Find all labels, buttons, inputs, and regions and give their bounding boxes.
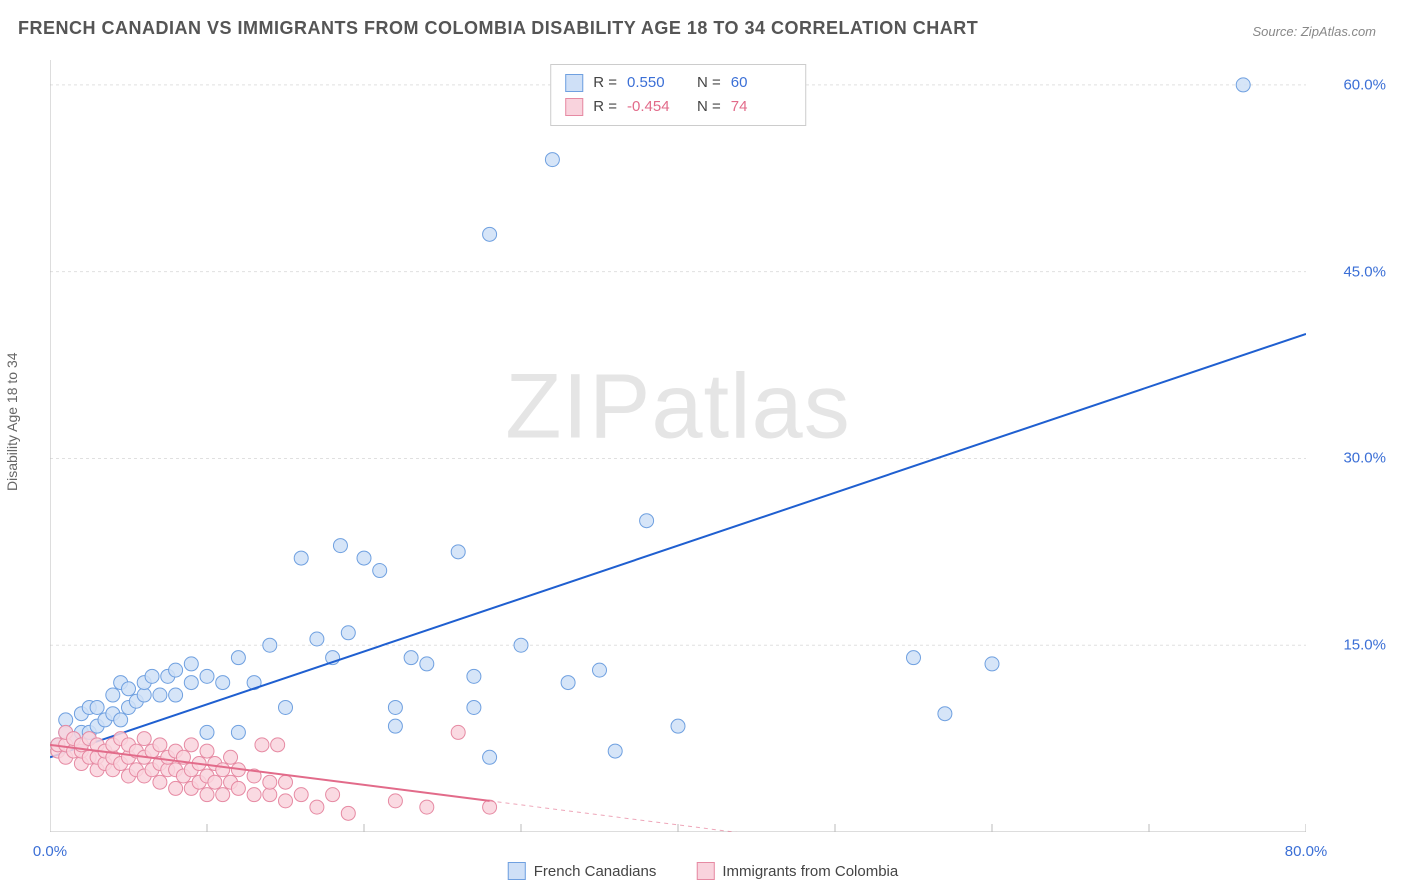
legend-swatch xyxy=(565,74,583,92)
source-label: Source: ZipAtlas.com xyxy=(1252,24,1376,39)
stat-n-value: 74 xyxy=(731,95,791,119)
stat-n-label: N = xyxy=(697,71,721,95)
stat-n-value: 60 xyxy=(731,71,791,95)
y-tick-label: 15.0% xyxy=(1343,637,1386,654)
x-tick-label: 0.0% xyxy=(33,843,67,860)
legend-item: French Canadians xyxy=(508,862,657,880)
x-tick-label: 80.0% xyxy=(1285,843,1328,860)
stat-n-label: N = xyxy=(697,95,721,119)
stat-r-label: R = xyxy=(593,71,617,95)
legend-swatch xyxy=(696,862,714,880)
stat-r-value: 0.550 xyxy=(627,71,687,95)
legend-label: Immigrants from Colombia xyxy=(722,863,898,880)
stat-r-value: -0.454 xyxy=(627,95,687,119)
y-axis-label: Disability Age 18 to 34 xyxy=(4,352,20,491)
y-tick-label: 30.0% xyxy=(1343,450,1386,467)
stats-row: R = 0.550 N = 60 xyxy=(565,71,791,95)
legend-label: French Canadians xyxy=(534,863,657,880)
chart-title: FRENCH CANADIAN VS IMMIGRANTS FROM COLOM… xyxy=(18,18,978,39)
legend-swatch xyxy=(565,98,583,116)
series-legend: French Canadians Immigrants from Colombia xyxy=(508,862,898,880)
chart-area: ZIPatlas R =0.550N =60R =-0.454N =74 15.… xyxy=(50,60,1306,832)
stats-row: R = -0.454 N = 74 xyxy=(565,95,791,119)
stat-r-label: R = xyxy=(593,95,617,119)
legend-swatch xyxy=(508,862,526,880)
stats-legend: R = 0.550 N = 60 R = -0.454 N = 74 xyxy=(550,64,806,126)
legend-item: Immigrants from Colombia xyxy=(696,862,898,880)
scatter-plot xyxy=(50,60,1306,832)
y-tick-label: 45.0% xyxy=(1343,263,1386,280)
y-tick-label: 60.0% xyxy=(1343,76,1386,93)
